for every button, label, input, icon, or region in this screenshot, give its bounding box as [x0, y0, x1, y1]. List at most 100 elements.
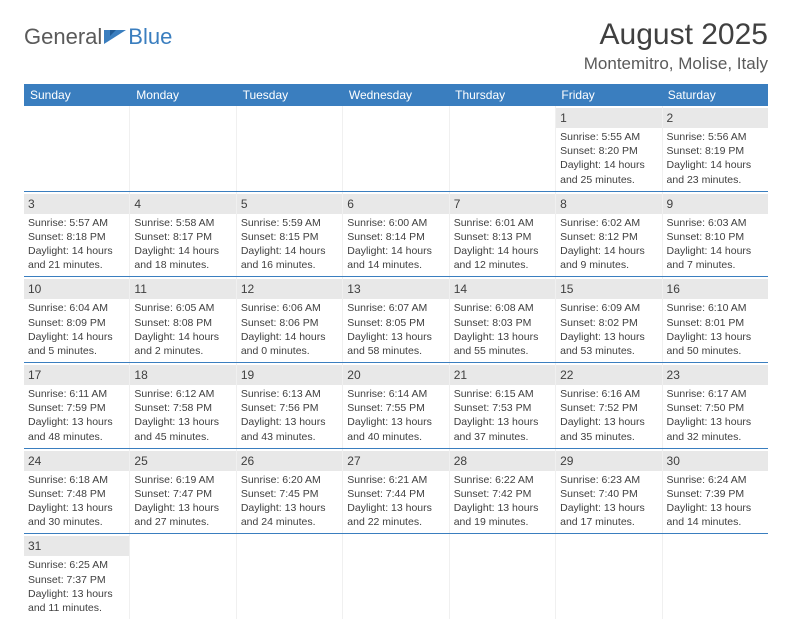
- day-cell: 19Sunrise: 6:13 AMSunset: 7:56 PMDayligh…: [237, 363, 343, 448]
- day-line-d2: and 27 minutes.: [134, 515, 231, 529]
- day-line-sunrise: Sunrise: 6:07 AM: [347, 301, 444, 315]
- day-body: Sunrise: 6:10 AMSunset: 8:01 PMDaylight:…: [667, 301, 764, 358]
- day-cell: 6Sunrise: 6:00 AMSunset: 8:14 PMDaylight…: [343, 192, 449, 277]
- day-number-band: 8: [556, 194, 661, 214]
- day-number: 20: [347, 368, 360, 382]
- day-line-sunset: Sunset: 8:01 PM: [667, 316, 764, 330]
- day-line-sunset: Sunset: 8:05 PM: [347, 316, 444, 330]
- day-body: Sunrise: 6:11 AMSunset: 7:59 PMDaylight:…: [28, 387, 125, 444]
- day-number: 3: [28, 197, 35, 211]
- day-line-d1: Daylight: 13 hours: [560, 501, 657, 515]
- day-line-d2: and 11 minutes.: [28, 601, 125, 615]
- day-body: Sunrise: 6:03 AMSunset: 8:10 PMDaylight:…: [667, 216, 764, 273]
- day-line-sunrise: Sunrise: 6:24 AM: [667, 473, 764, 487]
- day-number: 18: [134, 368, 147, 382]
- day-line-d1: Daylight: 14 hours: [667, 158, 764, 172]
- day-line-d1: Daylight: 13 hours: [347, 415, 444, 429]
- day-line-d2: and 45 minutes.: [134, 430, 231, 444]
- day-cell: 24Sunrise: 6:18 AMSunset: 7:48 PMDayligh…: [24, 449, 130, 534]
- day-line-sunset: Sunset: 7:55 PM: [347, 401, 444, 415]
- day-line-sunset: Sunset: 7:39 PM: [667, 487, 764, 501]
- day-cell: 13Sunrise: 6:07 AMSunset: 8:05 PMDayligh…: [343, 277, 449, 362]
- dow-cell: Monday: [130, 84, 236, 106]
- day-number-band: 24: [24, 451, 129, 471]
- day-line-d2: and 32 minutes.: [667, 430, 764, 444]
- dow-cell: Thursday: [449, 84, 555, 106]
- day-number: 13: [347, 282, 360, 296]
- day-cell-empty: [663, 534, 768, 619]
- day-number: 2: [667, 111, 674, 125]
- day-cell: 28Sunrise: 6:22 AMSunset: 7:42 PMDayligh…: [450, 449, 556, 534]
- day-line-sunrise: Sunrise: 6:08 AM: [454, 301, 551, 315]
- day-number-band: 19: [237, 365, 342, 385]
- day-line-sunrise: Sunrise: 6:16 AM: [560, 387, 657, 401]
- day-number-band: 25: [130, 451, 235, 471]
- day-line-sunrise: Sunrise: 5:55 AM: [560, 130, 657, 144]
- day-number: 4: [134, 197, 141, 211]
- day-number-band: 26: [237, 451, 342, 471]
- day-number: 16: [667, 282, 680, 296]
- day-number-band: 11: [130, 279, 235, 299]
- day-line-sunset: Sunset: 8:17 PM: [134, 230, 231, 244]
- day-number: 10: [28, 282, 41, 296]
- day-number: 22: [560, 368, 573, 382]
- day-line-d2: and 18 minutes.: [134, 258, 231, 272]
- day-line-d2: and 7 minutes.: [667, 258, 764, 272]
- day-number-band: 1: [556, 108, 661, 128]
- day-line-d2: and 14 minutes.: [347, 258, 444, 272]
- day-number-band: 2: [663, 108, 768, 128]
- day-line-sunrise: Sunrise: 6:22 AM: [454, 473, 551, 487]
- day-line-d2: and 5 minutes.: [28, 344, 125, 358]
- day-body: Sunrise: 6:24 AMSunset: 7:39 PMDaylight:…: [667, 473, 764, 530]
- day-body: Sunrise: 5:57 AMSunset: 8:18 PMDaylight:…: [28, 216, 125, 273]
- day-cell: 20 Sunrise: 6:14 AMSunset: 7:55 PMDayligh…: [343, 363, 449, 448]
- day-body: Sunrise: 6:14 AMSunset: 7:55 PMDaylight:…: [347, 387, 444, 444]
- dow-cell: Saturday: [662, 84, 768, 106]
- day-line-sunset: Sunset: 7:47 PM: [134, 487, 231, 501]
- day-cell: 27Sunrise: 6:21 AMSunset: 7:44 PMDayligh…: [343, 449, 449, 534]
- day-cell-empty: [130, 534, 236, 619]
- week-row: 3 Sunrise: 5:57 AMSunset: 8:18 PMDaylight…: [24, 192, 768, 278]
- day-line-d1: Daylight: 13 hours: [454, 330, 551, 344]
- day-cell: 1 Sunrise: 5:55 AMSunset: 8:20 PMDaylight…: [556, 106, 662, 191]
- day-line-d1: Daylight: 14 hours: [560, 158, 657, 172]
- day-line-sunset: Sunset: 8:20 PM: [560, 144, 657, 158]
- title-block: August 2025 Montemitro, Molise, Italy: [584, 18, 768, 74]
- day-line-sunrise: Sunrise: 6:15 AM: [454, 387, 551, 401]
- day-cell: 23Sunrise: 6:17 AMSunset: 7:50 PMDayligh…: [663, 363, 768, 448]
- day-line-d2: and 25 minutes.: [560, 173, 657, 187]
- day-line-d2: and 21 minutes.: [28, 258, 125, 272]
- logo: General Blue: [24, 18, 172, 50]
- day-line-sunrise: Sunrise: 6:23 AM: [560, 473, 657, 487]
- day-number-band: 15: [556, 279, 661, 299]
- day-line-d2: and 9 minutes.: [560, 258, 657, 272]
- day-number-band: 21: [450, 365, 555, 385]
- day-line-d1: Daylight: 14 hours: [347, 244, 444, 258]
- day-number: 23: [667, 368, 680, 382]
- day-line-d2: and 2 minutes.: [134, 344, 231, 358]
- day-line-sunset: Sunset: 7:52 PM: [560, 401, 657, 415]
- flag-icon: [104, 24, 128, 50]
- day-line-sunrise: Sunrise: 6:06 AM: [241, 301, 338, 315]
- day-number-band: 16: [663, 279, 768, 299]
- day-line-d1: Daylight: 13 hours: [454, 501, 551, 515]
- day-line-sunrise: Sunrise: 6:09 AM: [560, 301, 657, 315]
- day-number-band: 30: [663, 451, 768, 471]
- day-line-sunset: Sunset: 8:19 PM: [667, 144, 764, 158]
- day-line-d2: and 17 minutes.: [560, 515, 657, 529]
- day-line-d1: Daylight: 14 hours: [134, 244, 231, 258]
- day-cell: 9Sunrise: 6:03 AMSunset: 8:10 PMDaylight…: [663, 192, 768, 277]
- day-line-sunrise: Sunrise: 6:11 AM: [28, 387, 125, 401]
- day-cell-empty: [556, 534, 662, 619]
- day-line-d1: Daylight: 13 hours: [134, 415, 231, 429]
- day-line-sunrise: Sunrise: 6:05 AM: [134, 301, 231, 315]
- day-line-d1: Daylight: 13 hours: [347, 501, 444, 515]
- day-number: 28: [454, 454, 467, 468]
- day-cell-empty: [130, 106, 236, 191]
- day-line-sunrise: Sunrise: 6:19 AM: [134, 473, 231, 487]
- day-number-band: 12: [237, 279, 342, 299]
- day-body: Sunrise: 6:02 AMSunset: 8:12 PMDaylight:…: [560, 216, 657, 273]
- day-line-sunset: Sunset: 8:02 PM: [560, 316, 657, 330]
- day-number-band: 18: [130, 365, 235, 385]
- day-cell: 7Sunrise: 6:01 AMSunset: 8:13 PMDaylight…: [450, 192, 556, 277]
